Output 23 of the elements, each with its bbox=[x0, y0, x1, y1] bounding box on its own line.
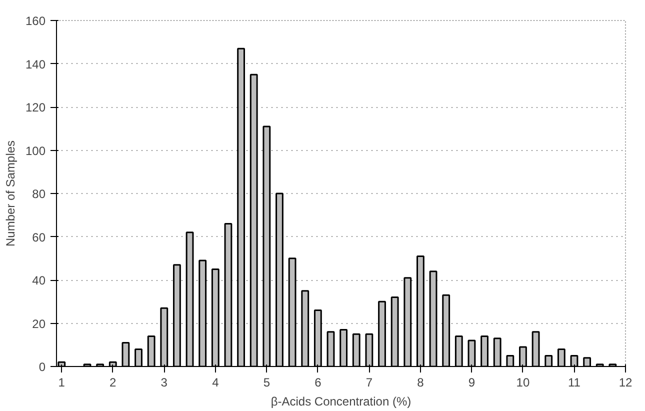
y-tick-label: 40 bbox=[32, 274, 46, 288]
y-tick-label: 80 bbox=[32, 187, 46, 201]
y-tick-label: 140 bbox=[25, 57, 46, 72]
x-tick-label: 8 bbox=[417, 376, 424, 390]
y-tick-label: 120 bbox=[25, 100, 46, 114]
y-tick-label: 0 bbox=[38, 360, 46, 374]
y-tick-label: 60 bbox=[32, 230, 46, 244]
x-tick-label: 9 bbox=[468, 376, 476, 390]
x-tick-label: 4 bbox=[212, 376, 220, 390]
x-tick-label: 1 bbox=[58, 376, 66, 390]
x-tick-label: 6 bbox=[314, 376, 322, 390]
x-tick-label: 3 bbox=[160, 376, 168, 390]
x-axis-title: β-Acids Concentration (%) bbox=[270, 394, 412, 408]
y-axis-title: Number of Samples bbox=[3, 140, 18, 247]
x-tick-label: 5 bbox=[263, 376, 270, 390]
y-tick-label: 20 bbox=[32, 316, 46, 331]
y-tick-label: 100 bbox=[25, 144, 46, 158]
x-tick-label: 10 bbox=[516, 376, 530, 390]
y-tick-label: 160 bbox=[25, 14, 46, 28]
x-tick-label: 7 bbox=[366, 376, 373, 390]
x-tick-label: 12 bbox=[618, 376, 632, 390]
x-tick-label: 2 bbox=[110, 376, 117, 390]
x-tick-label: 11 bbox=[568, 376, 581, 390]
